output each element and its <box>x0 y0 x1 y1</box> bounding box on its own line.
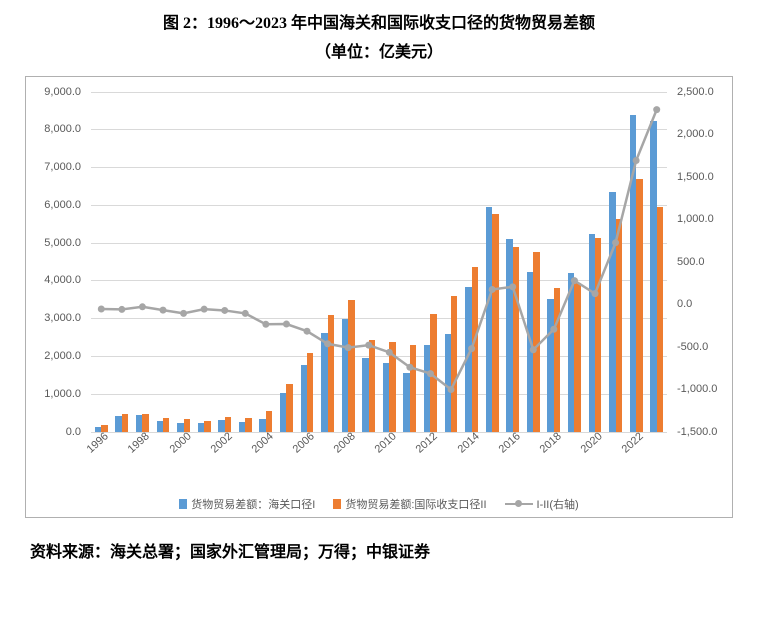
x-tick: 2018 <box>537 430 563 455</box>
y-left-tick: 5,000.0 <box>44 237 81 249</box>
y-right-tick: 2,500.0 <box>677 86 714 98</box>
y-right-tick: 2,000.0 <box>677 128 714 140</box>
legend-swatch-bar2 <box>333 499 341 509</box>
source-text: 资料来源：海关总署；国家外汇管理局；万得；中银证券 <box>0 518 758 562</box>
x-tick: 2006 <box>291 430 317 455</box>
y-left-tick: 2,000.0 <box>44 350 81 362</box>
legend-item-line: I-II(右轴) <box>505 496 579 512</box>
x-tick: 2000 <box>167 430 193 455</box>
legend-label-bar2: 货物贸易差额:国际收支口径II <box>345 496 486 512</box>
x-tick: 2002 <box>208 430 234 455</box>
x-tick: 2014 <box>455 430 481 455</box>
legend-swatch-bar1 <box>179 499 187 509</box>
y-left-tick: 9,000.0 <box>44 86 81 98</box>
y-left-tick: 1,000.0 <box>44 388 81 400</box>
y-left-tick: 6,000.0 <box>44 199 81 211</box>
y-left-tick: 0.0 <box>66 426 81 438</box>
legend-item-bar2: 货物贸易差额:国际收支口径II <box>333 496 486 512</box>
y-right-tick: -1,000.0 <box>677 383 717 395</box>
x-tick: 1998 <box>126 430 152 455</box>
y-right-tick: -1,500.0 <box>677 426 717 438</box>
x-tick: 2010 <box>373 430 399 455</box>
y-left-tick: 7,000.0 <box>44 161 81 173</box>
x-axis: 1996199820002002200420062008201020122014… <box>91 432 667 482</box>
legend: 货物贸易差额：海关口径I 货物贸易差额:国际收支口径II I-II(右轴) <box>26 496 732 512</box>
legend-label-line: I-II(右轴) <box>537 496 579 512</box>
chart-title-line2: （单位：亿美元） <box>0 39 758 68</box>
y-right-tick: 0.0 <box>677 298 692 310</box>
x-tick: 2020 <box>579 430 605 455</box>
y-right-tick: 1,500.0 <box>677 171 714 183</box>
chart-title-line1: 图 2：1996～2023 年中国海关和国际收支口径的货物贸易差额 <box>0 10 758 39</box>
y-right-tick: -500.0 <box>677 341 708 353</box>
legend-item-bar1: 货物贸易差额：海关口径I <box>179 496 315 512</box>
legend-label-bar1: 货物贸易差额：海关口径I <box>191 496 315 512</box>
line-series <box>91 92 667 432</box>
chart-container: 0.0 1,000.0 2,000.0 3,000.0 4,000.0 5,000.0 6,… <box>25 76 733 518</box>
y-axis-right: -1,500.0-1,000.0-500.00.0500.01,000.01,5… <box>672 92 732 432</box>
x-tick: 2004 <box>249 430 275 455</box>
y-right-tick: 500.0 <box>677 256 705 268</box>
plot-area <box>91 92 667 432</box>
y-axis-left: 0.01,000.02,000.03,000.04,000.05,000.06,… <box>26 92 86 432</box>
x-tick: 2008 <box>332 430 358 455</box>
y-left-tick: 3,000.0 <box>44 312 81 324</box>
y-left-tick: 4,000.0 <box>44 274 81 286</box>
y-left-tick: 8,000.0 <box>44 123 81 135</box>
legend-swatch-line <box>505 503 533 505</box>
y-right-tick: 1,000.0 <box>677 213 714 225</box>
x-tick: 2012 <box>414 430 440 455</box>
x-tick: 1996 <box>85 430 111 455</box>
x-tick: 2022 <box>620 430 646 455</box>
x-tick: 2016 <box>496 430 522 455</box>
